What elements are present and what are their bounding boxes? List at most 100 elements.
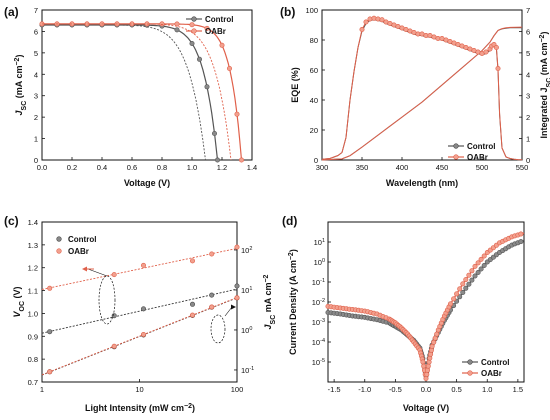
panel-d-oabr-point-18-0 [460,281,466,287]
panel-c-control-voc-fit [41,288,238,334]
panel-c-control-voc-point-3 [190,301,196,307]
panel-d-xlabel: Voltage (V) [403,403,449,413]
panel-d-xtick-label-6: 1.5 [513,385,523,394]
panel-b-ytick-label-5: 100 [305,6,318,15]
panel-c-ytick-label-7: 1.4 [28,218,38,227]
panel-d-ylabel: Current Density (A cm−2) [288,249,299,355]
panel-c-xtick-label-1: 10 [135,385,143,394]
panel-c-oabr-voc-point-5 [234,244,240,250]
panel-a-control-point-11 [197,56,203,62]
panel-b-xtick-label-0: 300 [316,163,329,172]
panel-a-xtick-label-4: 0.8 [157,163,167,172]
panel-c-xtick-label-2: 100 [231,385,244,394]
panel-d-oabr-point-14-1 [431,339,437,345]
panel-d-ytick-label-1: 10-4 [312,338,325,347]
panel-b-xtick-label-3: 450 [436,163,449,172]
panel-b-y2tick-label-7: 7 [526,6,530,15]
panel-a-oabr-point-11 [204,25,210,31]
panel-a-oabr-dashed-curve [42,23,232,161]
panel-c-oabr-voc-point-3 [190,258,196,264]
panel-a-label: (a) [4,5,19,19]
panel-b-ytick-label-0: 0 [314,156,318,165]
panel-a-plot: 0.0 0.2 0.4 0.6 0.8 1.0 1.2 1.4 0 1 2 3 4 5 6 7 Voltage… [14,6,258,188]
panel-a-ytick-label-0: 0 [34,156,38,165]
panel-c-jsc-connector [224,306,233,317]
panel-a-ytick-label-3: 3 [34,92,38,101]
panel-c-oabr-jsc-point-5 [234,295,240,301]
panel-c-label: (c) [4,214,19,228]
panel-c-right-arrowhead [231,304,236,310]
panel-a-legend-oabr-marker [191,28,197,34]
panel-d-control-point-19-1 [475,269,481,275]
panel-b-xtick-label-1: 350 [356,163,369,172]
panel-b-ylabel: EQE (%) [290,67,300,103]
panel-d-legend-oabr-marker [467,370,473,376]
panel-d-legend: Control OABr [462,358,509,378]
panel-a-legend-control-marker [191,16,197,22]
panel-d-ytick-label-5: 100 [314,258,325,267]
panel-a-oabr-point-8 [159,21,165,27]
panel-b-legend-control: Control [467,142,495,151]
panel-a-control-point-9 [174,27,180,33]
panel-d-control-point-17-3 [457,294,463,300]
panel-d-oabr-point-12-2 [424,367,430,373]
panel-a-oabr-point-10 [189,22,195,28]
panel-a-ytick-label-1: 1 [34,135,38,144]
panel-d-oabr-point-19-2 [478,256,484,262]
panel-c-ytick-label-2: 0.9 [28,332,38,341]
panel-a-xtick-label-5: 1.0 [187,163,197,172]
panel-c-annotations [82,266,236,344]
panel-c-y2tick-label-3: 102 [241,246,252,255]
panel-d-control-point-18-0 [460,289,466,295]
panel-c-oabr-voc-point-2 [141,262,147,268]
panel-b-ytick-label-3: 60 [310,66,318,75]
panel-a-oabr-curve [42,23,243,161]
panel-b-ytick-label-2: 40 [310,96,318,105]
panel-b-ytick-label-4: 80 [310,36,318,45]
panel-c-ytick-label-3: 1.0 [28,309,38,318]
panel-c-y2label: JSC mA cm−2 [263,274,277,329]
panel-c-y2tick-label-1: 100 [241,326,252,335]
panel-d-oabr-point-19-0 [472,263,478,269]
panel-a-xtick-label-7: 1.4 [247,163,257,172]
panel-c-control-voc-point-2 [141,306,147,312]
panel-d-ytick-label-4: 10-1 [312,278,325,287]
panel-c-legend-control-marker [56,236,62,242]
panel-c-oabr-jsc-point-3 [190,312,196,318]
panel-a-control-point-13 [212,131,218,137]
panel-a-oabr-point-12 [219,42,225,48]
panel-d-oabr-point-14-2 [432,335,438,341]
panel-c-ytick-label-6: 1.3 [28,241,38,250]
panel-b-oabr-eqe-point-45 [493,44,499,50]
panel-b-oabr-eqe-point-10 [359,26,365,32]
panel-c-oabr-jsc-point-4 [209,304,215,310]
panel-c-control-voc-point-5 [234,283,240,289]
panel-a-control-point-12 [204,84,210,90]
panel-c-frame [41,221,238,383]
panel-d-ytick-label-2: 10-3 [312,318,325,327]
panel-c-oabr-voc-fit [41,247,238,290]
panel-d-label: (d) [282,214,297,228]
panel-a-xlabel: Voltage (V) [124,178,170,188]
panel-d-ytick-label-3: 10-2 [312,298,325,307]
panel-a-xtick-label-1: 0.2 [67,163,77,172]
panel-b-oabr-integrated-curve [321,26,523,161]
panel-c-y2tick-label-2: 101 [241,286,252,295]
panel-c-ytick-label-4: 1.1 [28,287,38,296]
panel-b-oabr-eqe-point-46 [495,66,501,72]
panel-a-frame [41,9,253,161]
panel-c-oabr-jsc-point-2 [141,331,147,337]
panel-a-xtick-label-0: 0.0 [37,163,47,172]
panel-a-xtick-label-6: 1.2 [217,163,227,172]
panel-a-ytick-label-7: 7 [34,6,38,15]
panel-b-y2tick-label-5: 5 [526,49,530,58]
panel-c-ylabel: VOC (V) [12,286,26,317]
panel-c-oabr-jsc-point-1 [111,343,117,349]
panel-d-oabr-point-11-1 [421,363,427,369]
panel-c-ytick-label-1: 0.8 [28,355,38,364]
panel-d-oabr-point-17-0 [447,301,453,307]
panel-a-control-point-10 [189,40,195,46]
panel-d-oabr-point-19-3 [481,253,487,259]
panel-b-xtick-label-4: 500 [476,163,489,172]
